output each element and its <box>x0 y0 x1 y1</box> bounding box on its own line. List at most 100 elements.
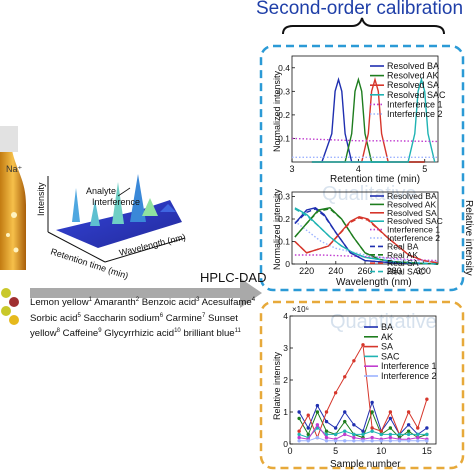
data-point <box>324 439 329 443</box>
data-point <box>333 391 338 395</box>
legend-label: Interference 2 <box>387 233 440 243</box>
data-point <box>361 429 365 433</box>
page-title: Second-order calibration <box>256 0 464 19</box>
data-point <box>361 343 365 347</box>
y-tick-label: 0 <box>285 259 290 269</box>
data-point <box>315 423 320 427</box>
series-line <box>294 208 439 265</box>
data-point <box>333 432 338 437</box>
data-point <box>397 439 402 443</box>
data-point <box>315 435 320 440</box>
second-order-box <box>259 44 465 292</box>
data-point <box>343 429 347 433</box>
x-tick-label: 15 <box>422 446 432 456</box>
x-tick-label: 3 <box>289 164 294 174</box>
spectra-chart: Qualitative Wavelength (nm) Normalized i… <box>272 183 474 288</box>
surface-x-axis <box>47 231 106 263</box>
data-point <box>306 439 310 443</box>
analyte-index: 6 <box>159 312 164 319</box>
analyte-name: Sunset yellow <box>30 312 238 340</box>
data-point <box>416 435 420 440</box>
legend-label: Resolved BA <box>387 191 437 201</box>
legend-label: Real BA <box>387 241 419 251</box>
data-point <box>370 439 374 443</box>
legend-label: Resolved SAC <box>387 216 443 226</box>
data-point <box>343 432 347 437</box>
data-point <box>406 429 411 433</box>
x-tick-label: 240 <box>328 266 343 276</box>
legend-label: BA <box>381 322 393 332</box>
data-point <box>406 410 411 414</box>
quant-y-label: Relative intensity <box>272 351 282 420</box>
retention-chart: Retention time (min) Normalized intensit… <box>272 55 446 185</box>
hplc-3d-surface <box>47 174 186 263</box>
series-line <box>294 208 439 265</box>
legend-label: Resolved BA <box>387 61 439 71</box>
data-point <box>297 432 301 437</box>
data-point <box>324 429 329 433</box>
data-point <box>397 432 402 437</box>
data-point <box>425 397 429 401</box>
bottle-illustration <box>0 126 26 325</box>
process-arrow <box>30 278 262 308</box>
data-point <box>379 432 383 437</box>
series-line <box>294 220 439 263</box>
analyte-index: 10 <box>174 328 181 335</box>
sodium-label: Na⁺ <box>6 164 23 174</box>
quant-chart: Quantitative Sample number Relative inte… <box>272 305 437 470</box>
data-point <box>352 435 356 440</box>
analyte-index: 7 <box>202 312 206 319</box>
analyte-name: Amaranth <box>92 297 136 309</box>
legend-label: SAC <box>381 351 400 361</box>
data-point <box>306 426 310 430</box>
data-point <box>370 435 374 440</box>
data-point <box>297 435 301 440</box>
analyte-name: Lemon yellow <box>30 297 89 309</box>
legend-label: Resolved AK <box>387 199 436 209</box>
y-tick-label: 4 <box>283 311 288 321</box>
hplc-dad-label: HPLC-DAD <box>200 270 267 285</box>
data-point <box>416 432 420 437</box>
data-point <box>379 429 383 433</box>
y-tick-label: 0 <box>283 439 288 449</box>
interference-annotation: Interference <box>92 197 140 207</box>
data-point <box>388 426 393 430</box>
data-point <box>416 439 420 443</box>
data-point <box>425 432 429 437</box>
data-point <box>315 403 320 408</box>
data-point <box>324 410 329 414</box>
analyte-name: brilliant blue <box>180 328 235 340</box>
data-point <box>388 416 393 421</box>
legend-label: Interference 1 <box>381 361 437 371</box>
legend-label: Resolved SA <box>387 208 437 218</box>
data-point <box>425 426 429 430</box>
legend-label: Interference 2 <box>387 109 443 119</box>
analyte-index: 5 <box>77 312 81 319</box>
x-tick-label: 0 <box>287 446 292 456</box>
data-point <box>388 439 393 443</box>
y-tick-label: 0.2 <box>278 214 290 224</box>
analyte-index: 2 <box>135 297 140 303</box>
x-tick-label: 300 <box>416 266 431 276</box>
data-point <box>315 410 320 414</box>
analyte-annotation: Analyte <box>86 186 116 196</box>
analyte-name: Acesulfame <box>199 297 252 309</box>
analyte-index: 11 <box>234 328 241 335</box>
analyte-index: 1 <box>88 297 93 303</box>
quant-watermark: Quantitative <box>330 311 437 333</box>
data-point <box>361 432 365 437</box>
data-point <box>306 432 310 437</box>
series-line <box>311 77 425 163</box>
quantitative-box <box>259 300 465 470</box>
data-point <box>315 426 320 430</box>
analyte-index: 4 <box>251 297 256 303</box>
molecule-icon <box>1 288 19 325</box>
data-point <box>370 410 374 414</box>
data-point <box>370 426 374 430</box>
y-tick-label: 0.4 <box>278 63 290 73</box>
y-tick-label: 0.3 <box>278 86 290 96</box>
data-point <box>370 429 374 433</box>
data-point <box>297 439 301 443</box>
analyte-name: Carmine <box>163 312 202 324</box>
